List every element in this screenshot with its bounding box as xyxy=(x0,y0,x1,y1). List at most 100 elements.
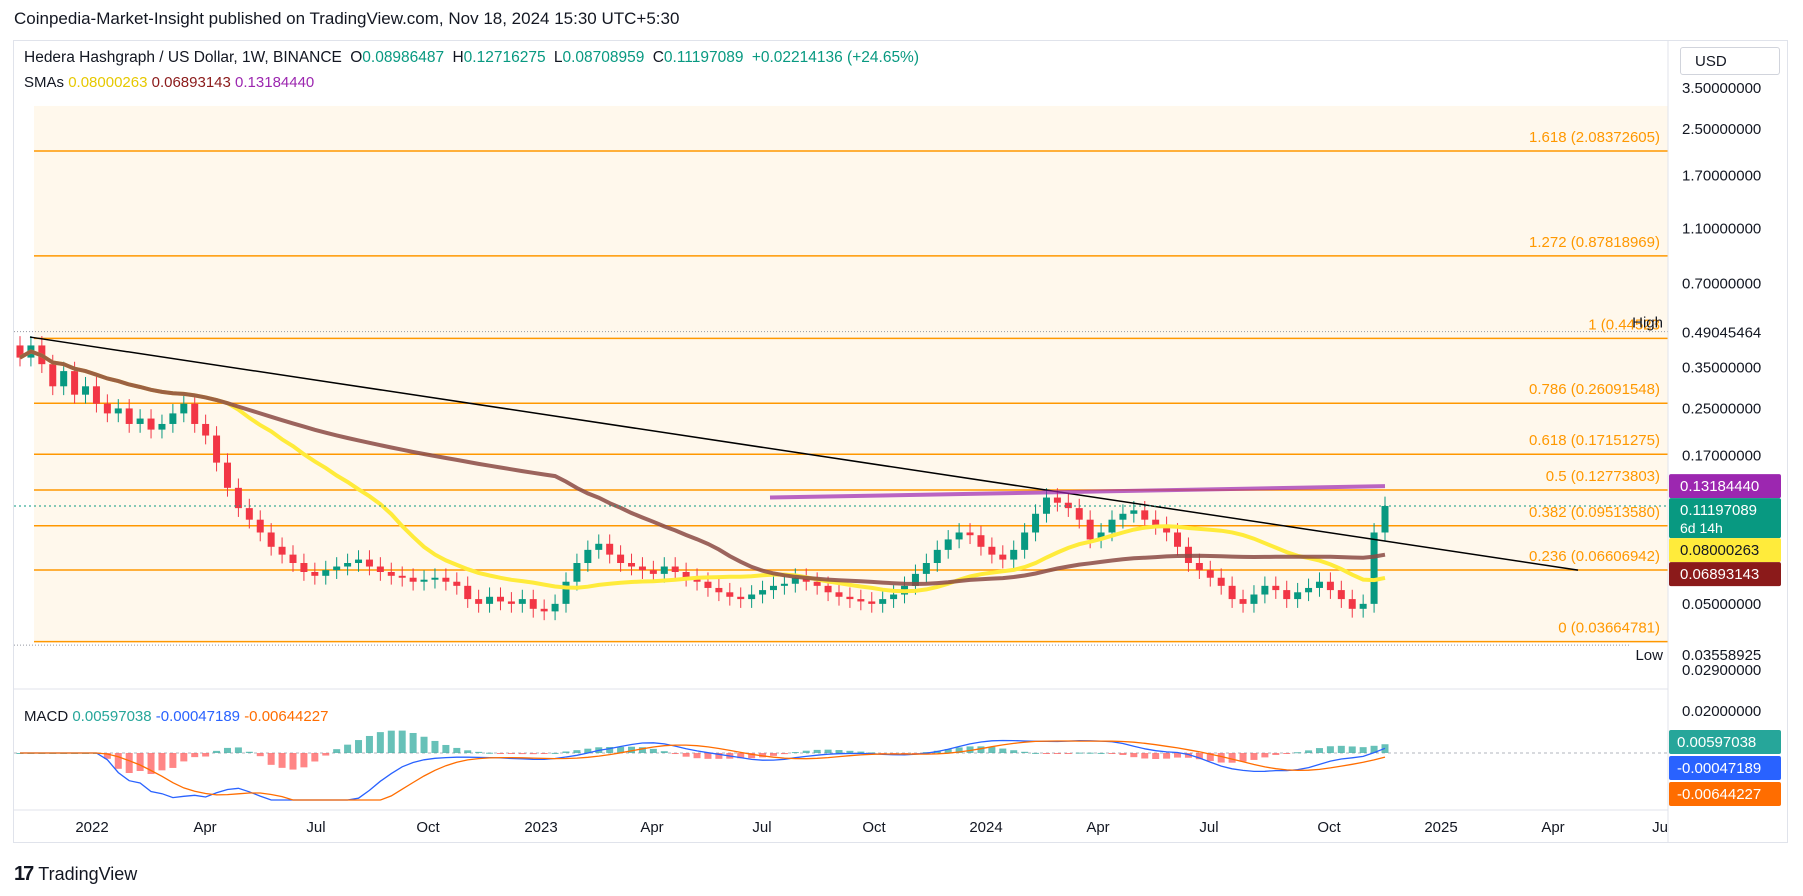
sma-legend[interactable]: SMAs 0.08000263 0.06893143 0.13184440 xyxy=(24,74,314,91)
macd-hist-bar xyxy=(191,753,199,758)
macd-legend[interactable]: MACD 0.00597038 -0.00047189 -0.00644227 xyxy=(24,708,328,725)
candle-body xyxy=(529,599,537,609)
macd-hist-bar xyxy=(617,746,625,753)
macd-hist-bar xyxy=(518,753,526,755)
macd-hist-bar xyxy=(737,753,745,759)
candle-body xyxy=(671,566,679,573)
candle-body xyxy=(769,585,777,591)
fib-label-7: 0.236 (0.06606942) xyxy=(1529,548,1660,565)
price-tick: 0.25000000 xyxy=(1682,400,1761,417)
macd-hist-bar xyxy=(1108,753,1116,754)
macd-hist-bar xyxy=(857,751,865,753)
candle-body xyxy=(376,566,384,573)
candle-body xyxy=(780,583,788,586)
candle-body xyxy=(1337,590,1345,600)
time-tick: Oct xyxy=(416,819,440,836)
candle-body xyxy=(1141,510,1149,520)
macd-hist-bar xyxy=(103,753,111,759)
candle-body xyxy=(638,566,646,571)
time-tick: Oct xyxy=(862,819,886,836)
macd-hist-bar xyxy=(988,747,996,753)
candle-body xyxy=(1064,502,1072,509)
macd-hist-bar xyxy=(1261,753,1269,758)
candle-body xyxy=(453,581,461,586)
candle-body xyxy=(977,535,985,547)
macd-hist-bar xyxy=(813,749,821,753)
candle-body xyxy=(682,572,690,578)
candle-body xyxy=(999,554,1007,560)
macd-hist-bar xyxy=(333,749,341,753)
fib-label-3: 0.786 (0.26091548) xyxy=(1529,381,1660,398)
macd-hist-bar xyxy=(322,753,330,756)
fib-label-2: 1 (0.44523 xyxy=(1588,316,1660,333)
fib-label-5: 0.5 (0.12773803) xyxy=(1546,468,1660,485)
candle-body xyxy=(846,596,854,600)
candle-body xyxy=(584,549,592,564)
macd-hist-bar xyxy=(169,753,177,768)
macd-hist-bar xyxy=(486,752,494,754)
candle-body xyxy=(1239,599,1247,604)
time-tick: 2023 xyxy=(524,819,557,836)
macd-hist-bar xyxy=(573,750,581,753)
candle-body xyxy=(628,563,636,567)
macd-hist-bar xyxy=(464,750,472,753)
macd-hist-bar xyxy=(125,753,133,773)
macd-tag: -0.00047189 xyxy=(1677,760,1761,777)
candle-body xyxy=(60,371,68,387)
candle-body xyxy=(114,408,122,414)
candle-body xyxy=(409,577,417,582)
macd-hist-bar xyxy=(1228,753,1236,763)
macd-hist-value: 0.00597038 xyxy=(72,708,152,725)
candle-body xyxy=(617,554,625,564)
currency-button[interactable]: USD xyxy=(1680,47,1780,75)
candle-body xyxy=(1075,508,1083,520)
candle-body xyxy=(1119,513,1127,520)
macd-hist-bar xyxy=(660,751,668,753)
candle-body xyxy=(289,554,297,564)
ohlc-high-label: H xyxy=(452,49,464,66)
macd-hist-bar xyxy=(693,753,701,759)
price-tick: 0.70000000 xyxy=(1682,275,1761,292)
candle-body xyxy=(737,596,745,600)
candle-body xyxy=(1217,577,1225,586)
candle-body xyxy=(944,539,952,550)
price-tick: 0.35000000 xyxy=(1682,360,1761,377)
fib-label-0: 1.618 (2.08372605) xyxy=(1529,129,1660,146)
macd-hist-bar xyxy=(999,748,1007,753)
macd-hist-bar xyxy=(1042,753,1050,754)
candle-body xyxy=(1348,599,1356,609)
macd-hist-bar xyxy=(1206,753,1214,761)
candle-body xyxy=(191,403,199,424)
tradingview-logo[interactable]: 17 TradingView xyxy=(14,863,137,886)
macd-hist-bar xyxy=(1032,752,1040,754)
candle-body xyxy=(147,418,155,430)
symbol-header[interactable]: Hedera Hashgraph / US Dollar, 1W, BINANC… xyxy=(24,49,923,67)
publisher-line: Coinpedia-Market-Insight published on Tr… xyxy=(14,9,680,28)
macd-hist-bar xyxy=(245,751,253,753)
candle-body xyxy=(966,532,974,536)
candle-body xyxy=(1032,513,1040,533)
candle-body xyxy=(1370,532,1378,604)
candle-body xyxy=(1086,519,1094,540)
macd-hist-bar xyxy=(780,753,788,755)
macd-hist-bar xyxy=(584,748,592,753)
macd-signal-line xyxy=(20,740,1386,801)
candle-body xyxy=(71,371,79,395)
macd-hist-bar xyxy=(180,753,188,762)
macd-hist-bar xyxy=(234,747,242,753)
candle-body xyxy=(1283,590,1291,600)
candle-body xyxy=(1174,532,1182,547)
macd-hist-bar xyxy=(1239,753,1247,762)
candle-body xyxy=(223,462,231,488)
macd-hist-bar xyxy=(1053,753,1061,754)
fib-label-1: 1.272 (0.87818969) xyxy=(1529,234,1660,251)
macd-hist-bar xyxy=(420,736,428,753)
macd-hist-bar xyxy=(223,747,231,753)
macd-hist-bar xyxy=(977,746,985,753)
time-tick: Apr xyxy=(640,819,663,836)
candle-body xyxy=(234,487,242,509)
macd-hist-bar xyxy=(540,753,548,754)
candle-body xyxy=(955,532,963,540)
macd-hist-bar xyxy=(769,753,777,756)
